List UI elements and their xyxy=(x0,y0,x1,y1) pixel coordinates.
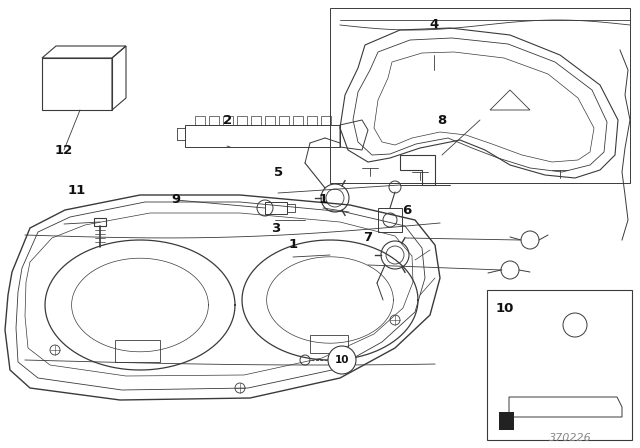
Circle shape xyxy=(328,346,356,374)
Text: 9: 9 xyxy=(172,193,180,206)
Text: 12: 12 xyxy=(55,143,73,157)
Bar xyxy=(265,116,275,125)
Bar xyxy=(115,340,160,362)
Bar xyxy=(321,116,331,125)
Bar xyxy=(287,204,295,212)
Text: 8: 8 xyxy=(437,114,446,128)
Bar xyxy=(251,116,261,125)
Bar xyxy=(42,58,112,110)
Text: 370226: 370226 xyxy=(548,433,591,443)
Bar xyxy=(195,116,205,125)
Bar xyxy=(237,116,247,125)
Bar xyxy=(265,202,287,214)
Text: 4: 4 xyxy=(429,18,438,31)
Bar xyxy=(209,116,219,125)
Text: 11: 11 xyxy=(68,184,86,197)
Bar xyxy=(94,218,106,226)
Text: 7: 7 xyxy=(364,231,372,244)
Text: 2: 2 xyxy=(223,114,232,128)
Text: 6: 6 xyxy=(402,204,411,217)
Bar xyxy=(223,116,233,125)
Bar xyxy=(330,8,630,183)
Bar xyxy=(499,412,514,430)
Bar xyxy=(487,290,632,440)
Bar xyxy=(378,208,402,232)
Text: 3: 3 xyxy=(271,222,280,235)
Text: 1: 1 xyxy=(319,193,328,206)
Text: 5: 5 xyxy=(274,166,283,179)
Bar xyxy=(279,116,289,125)
Bar xyxy=(310,335,348,353)
Text: 10: 10 xyxy=(496,302,514,314)
Text: 1: 1 xyxy=(289,237,298,251)
Bar xyxy=(293,116,303,125)
Bar xyxy=(307,116,317,125)
Text: 10: 10 xyxy=(335,355,349,365)
Bar xyxy=(185,125,340,147)
